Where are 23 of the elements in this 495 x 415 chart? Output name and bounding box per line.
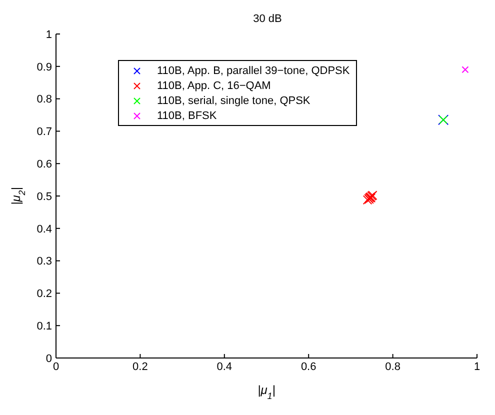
legend-label: 110B, serial, single tone, QPSK: [157, 94, 310, 106]
y-tick-label: 0: [46, 352, 52, 365]
legend-label: 110B, BFSK: [157, 110, 217, 122]
y-tick-label: 0.1: [36, 320, 52, 333]
legend-label: 110B, App. C, 16−QAM: [157, 80, 271, 92]
y-tick-label: 0.3: [36, 256, 52, 268]
y-tick-label: 0.4: [36, 223, 52, 236]
x-tick-label: 0.6: [300, 360, 316, 373]
point: [462, 66, 469, 74]
x-tick-label: 0.8: [385, 360, 400, 373]
x-tick-label: 0.2: [132, 360, 148, 373]
y-tick-label: 0.8: [36, 94, 52, 106]
y-tick-label: 0.7: [36, 126, 52, 138]
x-tick-label: 1: [474, 360, 480, 373]
y-tick-label: 0.5: [36, 190, 52, 203]
x-tick-label: 0.4: [216, 360, 232, 373]
x-axis-title: |μ$_{1}$|: [258, 383, 276, 401]
y-tick-label: 0.6: [36, 158, 52, 171]
chart-title: 30 dB: [253, 13, 282, 25]
y-tick-label: 0.9: [36, 61, 52, 74]
legend-label: 110B, App. B, parallel 39−tone, QDPSK: [157, 64, 350, 76]
y-tick-label: 0.2: [36, 288, 52, 300]
y-tick-label: 1: [46, 28, 52, 41]
